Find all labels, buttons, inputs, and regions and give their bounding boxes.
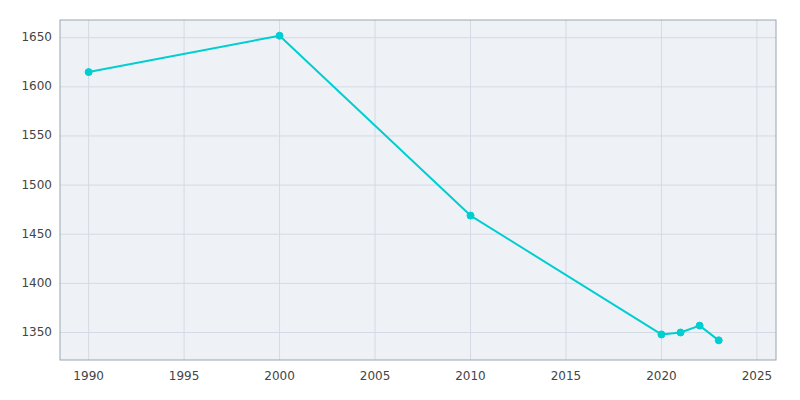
plot-background: [60, 20, 776, 360]
x-tick-label: 2025: [742, 369, 773, 383]
chart-svg: 1350 1400 1450 1500 1550 1600 1650 1990 1995 2000…: [0, 0, 800, 400]
x-tick-label: 2005: [360, 369, 391, 383]
y-tick-label: 1500: [21, 178, 52, 192]
grid-line-x: [470, 20, 471, 360]
axes: 1350 1400 1450 1500 1550 1600 1650 1990 1995 2000…: [21, 30, 772, 383]
grid-line-x: [279, 20, 280, 360]
x-tick-label: 1990: [73, 369, 104, 383]
y-tick-label: 1400: [21, 276, 52, 290]
plot-frame: [60, 20, 776, 360]
grid-line-x: [375, 20, 376, 360]
y-tick-label: 1450: [21, 227, 52, 241]
grid-line-x: [184, 20, 185, 360]
y-tick-label: 1650: [21, 30, 52, 44]
x-tick-label: 2000: [264, 369, 295, 383]
point: [658, 331, 665, 338]
grid-line-y: [60, 86, 776, 87]
chart-container: 1350 1400 1450 1500 1550 1600 1650 1990 1995 2000…: [0, 0, 800, 400]
x-tick-label: 2010: [455, 369, 486, 383]
x-tick-label: 1995: [169, 369, 200, 383]
point: [276, 32, 283, 39]
point: [467, 212, 474, 219]
point: [85, 69, 92, 76]
grid-line-x: [565, 20, 566, 360]
grid-line-y: [60, 185, 776, 186]
grid-line-x: [756, 20, 757, 360]
x-tick-label: 2020: [646, 369, 677, 383]
x-tick-label: 2015: [551, 369, 582, 383]
y-tick-label: 1550: [21, 128, 52, 142]
grid-line-y: [60, 37, 776, 38]
series: [85, 32, 722, 344]
grid-line-y: [60, 283, 776, 284]
grid-line-y: [60, 135, 776, 136]
line: [89, 36, 719, 341]
grid-line-x: [661, 20, 662, 360]
y-tick-label: 1600: [21, 79, 52, 93]
point: [715, 337, 722, 344]
grid: [60, 20, 776, 360]
point: [677, 329, 684, 336]
point: [696, 322, 703, 329]
y-tick-label: 1350: [21, 325, 52, 339]
grid-line-y: [60, 234, 776, 235]
